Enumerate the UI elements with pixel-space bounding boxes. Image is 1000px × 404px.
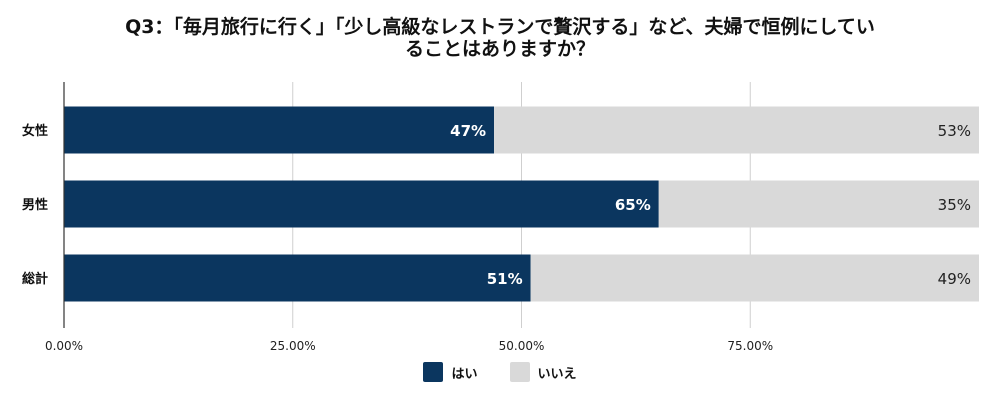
x-tick-label-3: 75.00%	[727, 339, 773, 353]
category-label-0: 女性	[22, 123, 48, 139]
bar-no-0	[494, 106, 979, 154]
chart-title-line-1: Q3：「毎月旅行に行く」「少し高級なレストランで贅沢する」など、夫婦で恒例にして…	[125, 16, 875, 38]
legend-label-no: いいえ	[537, 366, 577, 382]
chart-title: Q3：「毎月旅行に行く」「少し高級なレストランで贅沢する」など、夫婦で恒例にして…	[0, 16, 1000, 60]
legend: はい いいえ	[0, 362, 1000, 382]
legend-label-yes: はい	[451, 366, 478, 382]
data-label-yes-0: 47%	[450, 122, 486, 140]
data-label-yes-2: 51%	[487, 270, 523, 288]
category-label-1: 男性	[22, 197, 48, 213]
x-tick-label-1: 25.00%	[270, 339, 316, 353]
bar-yes-0	[64, 106, 495, 154]
bar-no-1	[658, 180, 979, 228]
legend-item-no: いいえ	[509, 362, 577, 382]
x-tick-label-0: 0.00%	[45, 339, 83, 353]
legend-swatch-no	[509, 362, 530, 382]
data-label-no-2: 49%	[938, 270, 971, 288]
category-label-2: 総計	[22, 271, 48, 287]
legend-item-yes: はい	[423, 362, 478, 382]
chart-title-line-2: ることはありますか？	[404, 38, 595, 60]
data-label-no-1: 35%	[938, 196, 971, 214]
bar-yes-1	[64, 180, 659, 228]
data-label-yes-1: 65%	[615, 196, 651, 214]
x-tick-label-2: 50.00%	[499, 339, 545, 353]
bar-no-2	[530, 254, 979, 302]
data-label-no-0: 53%	[938, 122, 971, 140]
legend-swatch-yes	[423, 362, 444, 382]
bar-yes-2	[64, 254, 531, 302]
